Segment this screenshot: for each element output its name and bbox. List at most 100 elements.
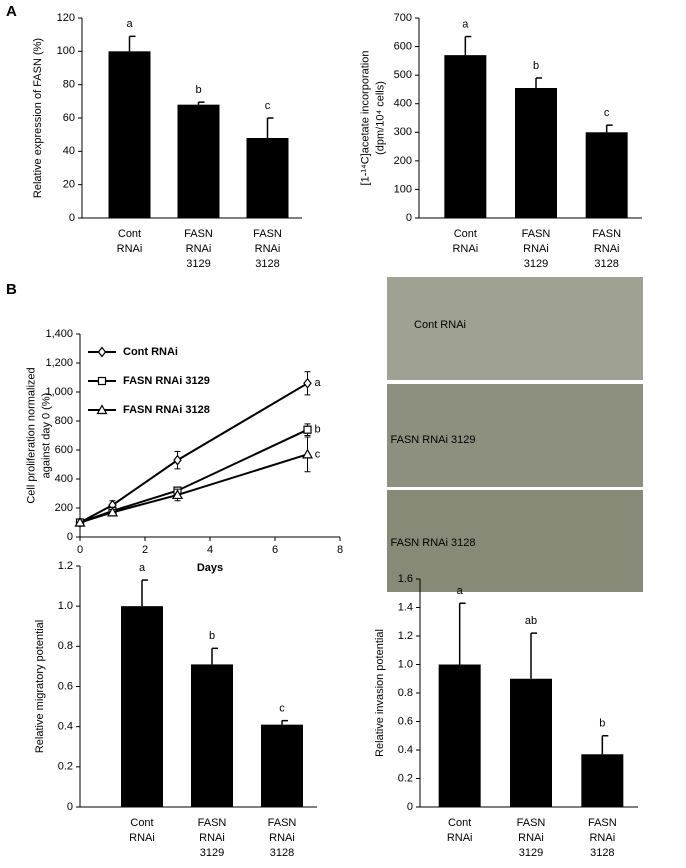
legend-marker [97,346,107,358]
x-tick-label: Cont RNAi [447,817,473,844]
y-tick-label: 0 [407,801,413,813]
y-tick-label: 100 [57,45,75,57]
x-tick-label: FASN RNAi 3128 [592,228,621,270]
y-axis-label: against day 0 (%) [40,393,52,479]
y-tick-label: 700 [394,12,412,24]
significance-label: b [533,60,539,72]
y-axis-label: [1-¹⁴C]acetate incorporation [359,51,371,186]
x-tick-label: 2 [142,544,148,556]
y-tick-label: 1.0 [58,600,73,612]
y-tick-label: 0 [406,212,412,224]
y-tick-label: 1.2 [398,630,413,642]
x-tick-label: FASN RNAi 3128 [253,228,282,270]
y-tick-label: 500 [394,69,412,81]
marker [303,425,312,434]
bar [246,138,289,218]
legend-marker [96,404,108,415]
y-tick-label: 0.8 [58,640,73,652]
y-tick-label: 80 [63,79,75,91]
y-axis-label: (dpm/10⁴ cells) [374,81,386,155]
y-tick-label: 400 [55,473,73,485]
y-tick-label: 0.6 [398,715,413,727]
x-tick-label: FASN RNAi 3128 [268,817,297,859]
y-tick-label: 1.4 [398,601,413,613]
marker [74,516,86,527]
y-tick-label: 0.8 [398,687,413,699]
x-tick-label: 6 [272,544,278,556]
x-tick-label: 0 [77,544,83,556]
y-tick-label: 1,000 [45,386,73,398]
significance-label: b [195,84,201,96]
panel-label: B [6,281,17,298]
y-tick-label: 0.6 [58,680,73,692]
x-tick-label: FASN RNAi 3129 [517,817,546,859]
y-tick-label: 0 [67,801,73,813]
significance-label: a [462,18,469,30]
x-tick-label: FASN RNAi 3129 [522,228,551,270]
marker [301,448,314,459]
significance-label: b [209,630,215,642]
y-tick-label: 300 [394,126,412,138]
x-tick-label: 4 [207,544,213,556]
y-tick-label: 0.4 [58,721,73,733]
legend-marker [97,376,107,386]
marker [106,506,119,517]
significance-label: c [279,703,285,715]
bar [510,678,552,807]
bar [121,606,163,807]
series-annotation: b [314,424,320,436]
micrograph [387,384,643,487]
y-tick-label: 200 [55,502,73,514]
bar [438,664,481,807]
y-tick-label: 800 [55,415,73,427]
y-tick-label: 20 [63,179,75,191]
x-tick-label: Cont RNAi [117,228,143,255]
x-tick-label: FASN RNAi 3128 [588,817,617,859]
x-tick-label: Cont RNAi [452,228,478,255]
bar [585,132,628,218]
y-tick-label: 120 [57,12,75,24]
y-axis-label: Relative migratory potential [34,620,46,753]
series-line [79,382,309,524]
significance-label: ab [525,615,537,627]
y-tick-label: 1.0 [398,658,413,670]
micrograph-label: Cont RNAi [414,319,466,331]
marker [171,489,184,500]
bar [261,724,303,807]
y-tick-label: 1,400 [45,328,73,340]
bar [177,104,220,218]
y-axis-label: Cell proliferation normalized [25,367,37,503]
y-tick-label: 0.2 [58,761,73,773]
series-annotation: c [315,448,321,460]
y-tick-label: 600 [394,40,412,52]
y-tick-label: 600 [55,444,73,456]
y-tick-label: 100 [394,183,412,195]
legend-label: FASN RNAi 3129 [123,375,210,387]
marker [303,377,312,389]
series-line [79,453,308,524]
x-tick-label: 8 [337,544,343,556]
y-tick-label: 1.2 [58,560,73,572]
significance-label: a [126,18,133,30]
bar [444,55,487,219]
significance-label: c [265,100,271,112]
y-tick-label: 0 [67,531,73,543]
x-tick-label: FASN RNAi 3129 [184,228,213,270]
bar [581,754,624,807]
legend-label: FASN RNAi 3128 [123,404,210,416]
y-axis-label: Relative expression of FASN (%) [32,38,44,198]
micrograph-label: FASN RNAi 3128 [391,537,476,549]
significance-label: c [604,107,610,119]
x-axis-label: Days [197,562,223,574]
panel-label: A [6,3,17,20]
y-tick-label: 0 [69,212,75,224]
bar [108,51,151,219]
y-tick-label: 1.6 [398,573,413,585]
y-tick-label: 200 [394,155,412,167]
y-tick-label: 0.2 [398,772,413,784]
bar [191,664,233,807]
significance-label: b [599,718,605,730]
micrograph-label: FASN RNAi 3129 [391,434,476,446]
y-tick-label: 60 [63,112,75,124]
